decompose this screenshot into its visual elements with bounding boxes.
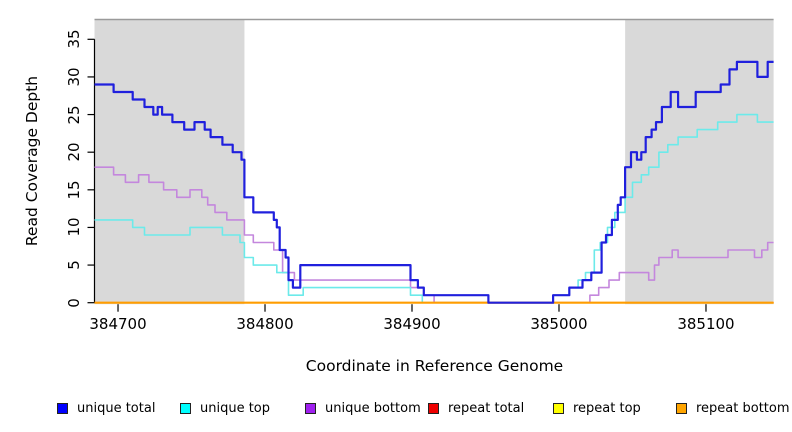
y-tick-label: 5 bbox=[65, 260, 83, 270]
highlight-regions bbox=[94, 19, 774, 305]
legend-label: unique bottom bbox=[325, 400, 421, 416]
shaded-region bbox=[94, 19, 245, 305]
x-tick-label: 384800 bbox=[236, 315, 294, 333]
y-axis-title: Read Coverage Depth bbox=[23, 75, 41, 247]
legend-label: repeat total bbox=[448, 400, 525, 416]
y-tick-label: 30 bbox=[65, 67, 83, 87]
x-tick-label: 384900 bbox=[383, 315, 441, 333]
y-tick-label: 20 bbox=[65, 142, 83, 162]
legend-label: unique total bbox=[77, 400, 156, 416]
y-tick-label: 15 bbox=[65, 180, 83, 200]
legend-item-repeat-top: repeat top bbox=[553, 400, 641, 416]
legend-item-unique-total: unique total bbox=[57, 400, 155, 416]
legend-swatch-repeat-bottom bbox=[676, 402, 687, 414]
y-axis bbox=[87, 38, 96, 304]
x-tick-label: 385000 bbox=[530, 315, 588, 333]
x-tick-label: 384700 bbox=[89, 315, 147, 333]
legend-item-unique-top: unique top bbox=[180, 400, 270, 416]
y-tick-label: 25 bbox=[65, 105, 83, 125]
legend-label: unique top bbox=[200, 400, 271, 416]
legend-item-repeat-bottom: repeat bottom bbox=[676, 400, 790, 416]
series-line-unique-bottom bbox=[94, 166, 774, 304]
y-tick-label: 0 bbox=[65, 297, 83, 308]
legend-swatch-repeat-total bbox=[428, 402, 439, 414]
legend-item-unique-bottom: unique bottom bbox=[305, 400, 421, 416]
y-tick-label: 35 bbox=[65, 29, 83, 49]
legend-swatch-repeat-top bbox=[553, 402, 564, 414]
series-line-unique-total bbox=[94, 60, 774, 304]
legend-label: repeat bottom bbox=[696, 400, 790, 416]
legend-label: repeat top bbox=[573, 400, 641, 416]
x-axis-title: Coordinate in Reference Genome bbox=[305, 357, 564, 375]
x-axis bbox=[117, 304, 707, 312]
legend-swatch-unique-total bbox=[57, 402, 68, 414]
series-lines bbox=[94, 60, 774, 304]
x-tick-label: 385100 bbox=[677, 315, 735, 333]
legend-swatch-unique-bottom bbox=[305, 402, 316, 414]
legend-swatch-unique-top bbox=[180, 402, 191, 414]
y-tick-label: 10 bbox=[65, 217, 83, 237]
legend-item-repeat-total: repeat total bbox=[428, 400, 524, 416]
series-line-unique-top bbox=[94, 113, 774, 304]
